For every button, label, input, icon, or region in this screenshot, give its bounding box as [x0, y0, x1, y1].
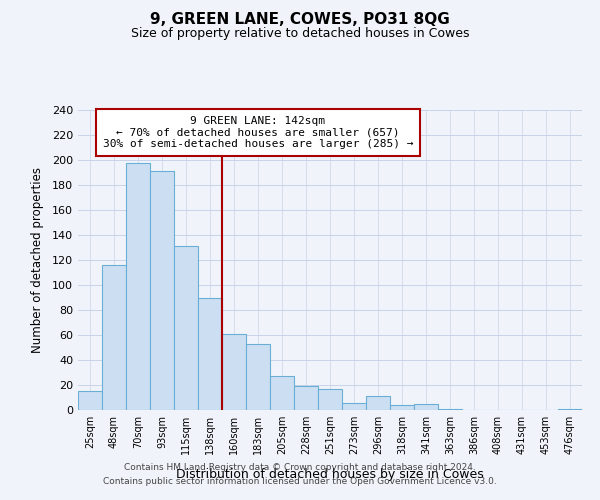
- Bar: [294, 386, 318, 410]
- Bar: [150, 171, 174, 410]
- Bar: [558, 409, 582, 410]
- Text: Contains public sector information licensed under the Open Government Licence v3: Contains public sector information licen…: [103, 477, 497, 486]
- Bar: [318, 389, 342, 410]
- Bar: [126, 162, 150, 410]
- Bar: [174, 246, 198, 410]
- Y-axis label: Number of detached properties: Number of detached properties: [31, 167, 44, 353]
- Bar: [270, 376, 294, 410]
- Bar: [246, 344, 270, 410]
- Text: 9, GREEN LANE, COWES, PO31 8QG: 9, GREEN LANE, COWES, PO31 8QG: [150, 12, 450, 28]
- Bar: [366, 396, 390, 410]
- Bar: [78, 391, 102, 410]
- Bar: [390, 405, 414, 410]
- Bar: [342, 402, 366, 410]
- X-axis label: Distribution of detached houses by size in Cowes: Distribution of detached houses by size …: [176, 468, 484, 481]
- Bar: [222, 334, 246, 410]
- Text: 9 GREEN LANE: 142sqm
← 70% of detached houses are smaller (657)
30% of semi-deta: 9 GREEN LANE: 142sqm ← 70% of detached h…: [103, 116, 413, 149]
- Bar: [438, 409, 462, 410]
- Text: Size of property relative to detached houses in Cowes: Size of property relative to detached ho…: [131, 28, 469, 40]
- Text: Contains HM Land Registry data © Crown copyright and database right 2024.: Contains HM Land Registry data © Crown c…: [124, 464, 476, 472]
- Bar: [414, 404, 438, 410]
- Bar: [102, 265, 126, 410]
- Bar: [198, 298, 222, 410]
